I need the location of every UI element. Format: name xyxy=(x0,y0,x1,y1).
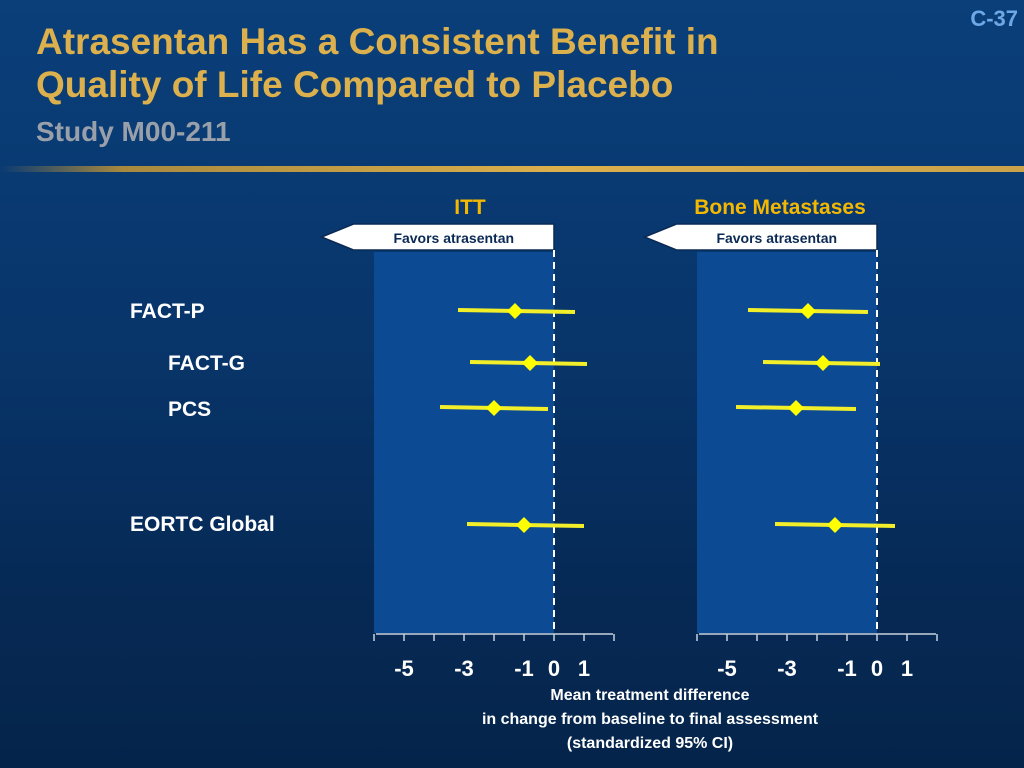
panel-title-itt: ITT xyxy=(454,196,486,219)
estimate-marker-bone-metastases-fact-g xyxy=(815,355,831,371)
favors-arrow-itt xyxy=(319,223,555,251)
row-label-eortc-global: EORTC Global xyxy=(130,513,275,536)
panel-itt: Favors atrasentan -5 -3 -1 0 1 xyxy=(319,223,615,681)
title-line-2: Quality of Life Compared to Placebo xyxy=(36,64,674,105)
row-label-fact-g: FACT-G xyxy=(168,352,245,375)
estimate-marker-itt-eortc-global xyxy=(516,517,532,533)
estimate-marker-bone-metastases-pcs xyxy=(788,400,804,416)
x-tick-label-bone-metastases: -3 xyxy=(777,656,797,681)
x-tick-label-bone-metastases: -1 xyxy=(837,656,857,681)
x-tick-label-itt: -1 xyxy=(514,656,534,681)
estimate-marker-itt-fact-p xyxy=(507,303,523,319)
estimate-marker-bone-metastases-eortc-global xyxy=(827,517,843,533)
slide-title: Atrasentan Has a Consistent Benefit in Q… xyxy=(36,20,936,106)
x-tick-label-itt: 0 xyxy=(548,656,560,681)
x-tick-label-itt: -5 xyxy=(394,656,414,681)
row-label-pcs: PCS xyxy=(168,398,212,421)
panel-bone-metastases: Favors atrasentan -5 -3 -1 0 1 xyxy=(642,223,938,681)
panel-title-bone-metastases: Bone Metastases xyxy=(694,196,866,219)
slide-subtitle: Study M00-211 xyxy=(36,116,231,147)
x-axis-label-line-3: (standardized 95% CI) xyxy=(566,735,734,752)
estimate-marker-bone-metastases-fact-p xyxy=(800,303,816,319)
x-axis-label-line-2: in change from baseline to final assessm… xyxy=(481,711,819,728)
x-tick-label-itt: 1 xyxy=(578,656,590,681)
x-tick-label-bone-metastases: 0 xyxy=(871,656,883,681)
row-label-fact-p: FACT-P xyxy=(130,300,205,323)
x-tick-label-bone-metastases: -5 xyxy=(717,656,737,681)
favors-region-itt xyxy=(374,252,554,633)
estimate-marker-itt-pcs xyxy=(486,400,502,416)
favors-arrow-label-bone-metastases: Favors atrasentan xyxy=(716,230,837,246)
favors-region-bone-metastases xyxy=(697,252,877,633)
title-divider xyxy=(0,166,1024,172)
x-tick-label-itt: -3 xyxy=(454,656,474,681)
x-tick-label-bone-metastases: 1 xyxy=(901,656,913,681)
x-axis-label: Mean treatment difference in change from… xyxy=(400,684,900,756)
favors-arrow-bone-metastases xyxy=(642,223,878,251)
x-axis-label-line-1: Mean treatment difference xyxy=(550,687,750,704)
slide-number: C-37 xyxy=(970,6,1018,31)
estimate-marker-itt-fact-g xyxy=(522,355,538,371)
title-line-1: Atrasentan Has a Consistent Benefit in xyxy=(36,21,719,62)
favors-arrow-label-itt: Favors atrasentan xyxy=(393,230,514,246)
